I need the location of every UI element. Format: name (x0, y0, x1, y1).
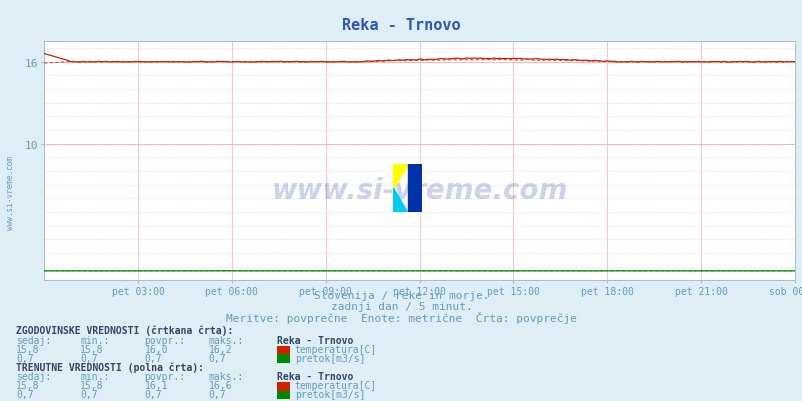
Text: min.:: min.: (80, 371, 110, 381)
Text: min.:: min.: (80, 335, 110, 345)
Text: ZGODOVINSKE VREDNOSTI (črtkana črta):: ZGODOVINSKE VREDNOSTI (črtkana črta): (16, 325, 233, 336)
Text: TRENUTNE VREDNOSTI (polna črta):: TRENUTNE VREDNOSTI (polna črta): (16, 361, 204, 372)
Text: 15,8: 15,8 (80, 344, 103, 354)
Text: temperatura[C]: temperatura[C] (294, 380, 376, 390)
Text: www.si-vreme.com: www.si-vreme.com (6, 156, 15, 229)
Text: Reka - Trnovo: Reka - Trnovo (277, 371, 353, 381)
Text: 16,6: 16,6 (209, 380, 232, 390)
Text: Reka - Trnovo: Reka - Trnovo (342, 18, 460, 33)
Text: povpr.:: povpr.: (144, 371, 185, 381)
Text: 0,7: 0,7 (16, 353, 34, 363)
Text: sedaj:: sedaj: (16, 371, 51, 381)
Text: zadnji dan / 5 minut.: zadnji dan / 5 minut. (330, 302, 472, 312)
Text: 15,8: 15,8 (80, 380, 103, 390)
Text: 0,7: 0,7 (80, 353, 98, 363)
Text: 16,1: 16,1 (144, 380, 168, 390)
Text: maks.:: maks.: (209, 335, 244, 345)
Text: Meritve: povprečne  Enote: metrične  Črta: povprečje: Meritve: povprečne Enote: metrične Črta:… (225, 311, 577, 323)
Text: 0,7: 0,7 (80, 389, 98, 399)
Text: temperatura[C]: temperatura[C] (294, 344, 376, 354)
Text: Reka - Trnovo: Reka - Trnovo (277, 335, 353, 345)
Text: pretok[m3/s]: pretok[m3/s] (294, 389, 365, 399)
Text: maks.:: maks.: (209, 371, 244, 381)
Text: 0,7: 0,7 (144, 389, 162, 399)
Text: 16,0: 16,0 (144, 344, 168, 354)
Text: Slovenija / reke in morje.: Slovenija / reke in morje. (314, 291, 488, 301)
Text: 15,8: 15,8 (16, 380, 39, 390)
Polygon shape (393, 164, 407, 188)
Text: 0,7: 0,7 (16, 389, 34, 399)
Text: 0,7: 0,7 (144, 353, 162, 363)
Text: pretok[m3/s]: pretok[m3/s] (294, 353, 365, 363)
Text: 15,8: 15,8 (16, 344, 39, 354)
Polygon shape (393, 188, 407, 213)
Text: 0,7: 0,7 (209, 389, 226, 399)
Text: sedaj:: sedaj: (16, 335, 51, 345)
Text: 16,2: 16,2 (209, 344, 232, 354)
Text: povpr.:: povpr.: (144, 335, 185, 345)
Polygon shape (407, 164, 421, 213)
Text: 0,7: 0,7 (209, 353, 226, 363)
Text: www.si-vreme.com: www.si-vreme.com (271, 176, 567, 204)
